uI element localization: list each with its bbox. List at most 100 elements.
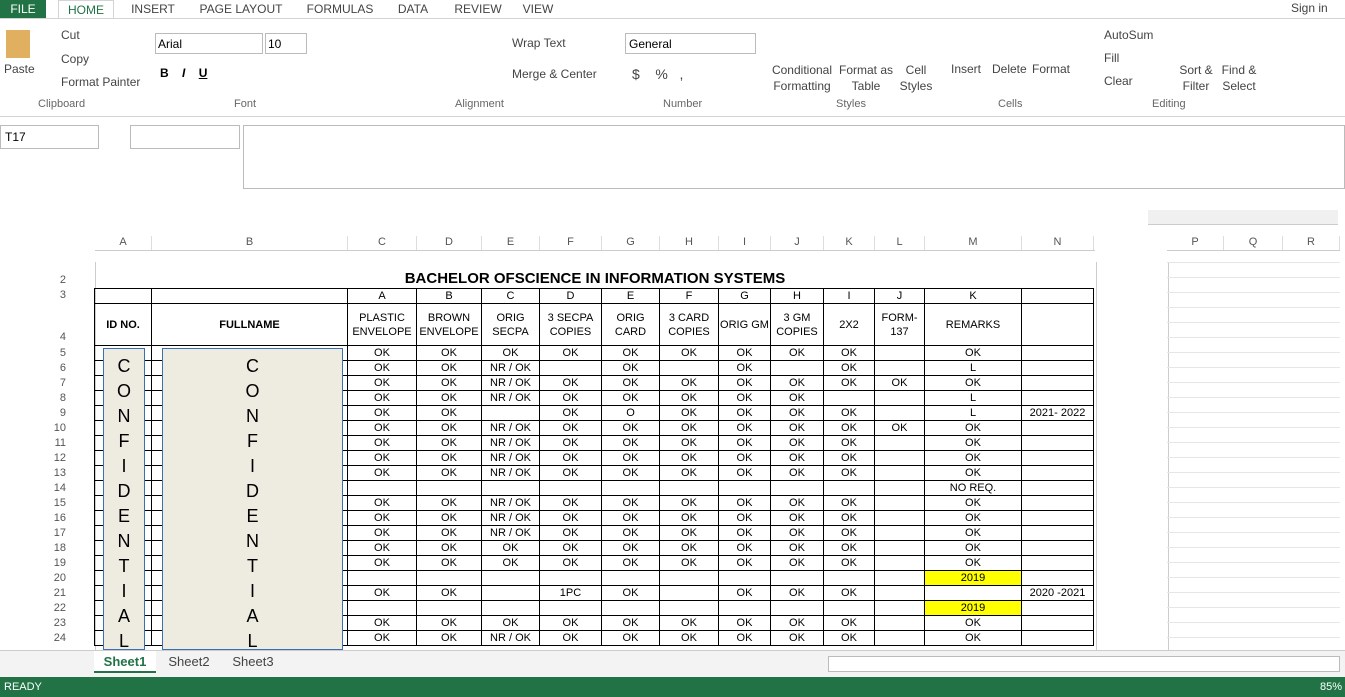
- copy[interactable]: Copy: [61, 52, 90, 66]
- cell[interactable]: [481, 405, 540, 421]
- cell[interactable]: OK: [539, 555, 602, 571]
- cell[interactable]: OK: [823, 405, 875, 421]
- cell[interactable]: OK: [924, 555, 1022, 571]
- cell[interactable]: NR / OK: [481, 420, 540, 436]
- cell[interactable]: [874, 480, 925, 496]
- cell[interactable]: OK: [347, 450, 417, 466]
- cell-styles[interactable]: Cell Styles: [899, 63, 933, 93]
- cell[interactable]: NR / OK: [481, 390, 540, 406]
- cell[interactable]: OK: [718, 375, 771, 391]
- cell[interactable]: [481, 585, 540, 601]
- cell[interactable]: OK: [659, 630, 719, 646]
- cell[interactable]: OK: [770, 465, 824, 481]
- font-box[interactable]: [155, 33, 263, 54]
- cell[interactable]: OK: [659, 390, 719, 406]
- cell[interactable]: [659, 480, 719, 496]
- cell[interactable]: OK: [823, 615, 875, 631]
- cell[interactable]: [874, 540, 925, 556]
- cell[interactable]: [481, 570, 540, 586]
- cell[interactable]: OK: [770, 405, 824, 421]
- row-header[interactable]: 5: [59, 347, 66, 359]
- cell[interactable]: [1021, 435, 1094, 451]
- cell[interactable]: OK: [770, 420, 824, 436]
- cell[interactable]: OK: [347, 540, 417, 556]
- row-header[interactable]: 20: [53, 572, 66, 584]
- cell[interactable]: L: [924, 390, 1022, 406]
- cell[interactable]: 2020 -2021: [1021, 585, 1094, 601]
- cell[interactable]: OK: [539, 615, 602, 631]
- cell[interactable]: [770, 360, 824, 376]
- cell[interactable]: OK: [718, 510, 771, 526]
- cell[interactable]: OK: [718, 345, 771, 361]
- cell[interactable]: [347, 480, 417, 496]
- cell[interactable]: L: [924, 405, 1022, 421]
- cell[interactable]: OK: [347, 585, 417, 601]
- cell[interactable]: OK: [823, 525, 875, 541]
- cell[interactable]: OK: [924, 630, 1022, 646]
- cell[interactable]: OK: [823, 495, 875, 511]
- cell[interactable]: OK: [924, 420, 1022, 436]
- cell[interactable]: OK: [416, 375, 482, 391]
- row-header[interactable]: 16: [53, 512, 66, 524]
- ribbon-tab[interactable]: FILE: [0, 0, 46, 18]
- cell[interactable]: [1021, 555, 1094, 571]
- cell[interactable]: OK: [539, 435, 602, 451]
- cell[interactable]: [1021, 570, 1094, 586]
- cell[interactable]: OK: [659, 450, 719, 466]
- cell[interactable]: OK: [874, 420, 925, 436]
- size-box[interactable]: [265, 33, 307, 54]
- column-header[interactable]: F: [540, 236, 602, 250]
- h-scrollbar[interactable]: [828, 656, 1340, 672]
- cell[interactable]: OK: [416, 450, 482, 466]
- cell[interactable]: [601, 600, 660, 616]
- cell[interactable]: OK: [539, 495, 602, 511]
- cell[interactable]: OK: [601, 465, 660, 481]
- cell[interactable]: [874, 465, 925, 481]
- cell[interactable]: [1021, 480, 1094, 496]
- cell[interactable]: [481, 600, 540, 616]
- cell[interactable]: NO REQ.: [924, 480, 1022, 496]
- ribbon-tab[interactable]: REVIEW: [454, 2, 502, 16]
- cell[interactable]: OK: [601, 615, 660, 631]
- cell[interactable]: OK: [659, 525, 719, 541]
- cell[interactable]: [823, 390, 875, 406]
- cell[interactable]: OK: [924, 510, 1022, 526]
- cell[interactable]: OK: [416, 630, 482, 646]
- column-header[interactable]: N: [1022, 236, 1094, 250]
- cell[interactable]: OK: [718, 555, 771, 571]
- cell[interactable]: O: [601, 405, 660, 421]
- row-header[interactable]: 2: [59, 274, 66, 286]
- cell[interactable]: OK: [347, 375, 417, 391]
- cell[interactable]: OK: [823, 375, 875, 391]
- cell[interactable]: OK: [601, 495, 660, 511]
- cell[interactable]: 2019: [924, 570, 1022, 586]
- row-header[interactable]: 17: [53, 527, 66, 539]
- cell[interactable]: OK: [924, 615, 1022, 631]
- cell[interactable]: OK: [924, 540, 1022, 556]
- find-select[interactable]: Find & Select: [1221, 63, 1257, 93]
- cell[interactable]: OK: [347, 360, 417, 376]
- cell[interactable]: OK: [347, 390, 417, 406]
- ribbon-tab[interactable]: FORMULAS: [306, 2, 374, 16]
- cell[interactable]: OK: [924, 345, 1022, 361]
- name-box[interactable]: [0, 125, 99, 149]
- cell[interactable]: OK: [718, 525, 771, 541]
- cell[interactable]: OK: [539, 390, 602, 406]
- cell[interactable]: OK: [347, 630, 417, 646]
- cell[interactable]: NR / OK: [481, 630, 540, 646]
- cell[interactable]: OK: [770, 495, 824, 511]
- cell[interactable]: [874, 525, 925, 541]
- cell[interactable]: [659, 360, 719, 376]
- cell[interactable]: [1021, 630, 1094, 646]
- cell[interactable]: OK: [416, 435, 482, 451]
- cell[interactable]: OK: [416, 615, 482, 631]
- cell[interactable]: OK: [347, 555, 417, 571]
- row-header[interactable]: 14: [53, 482, 66, 494]
- column-header[interactable]: R: [1283, 236, 1340, 250]
- cell[interactable]: [539, 570, 602, 586]
- cell[interactable]: [874, 585, 925, 601]
- cell[interactable]: OK: [659, 345, 719, 361]
- cell[interactable]: OK: [416, 360, 482, 376]
- cell[interactable]: [770, 480, 824, 496]
- column-header[interactable]: E: [482, 236, 540, 250]
